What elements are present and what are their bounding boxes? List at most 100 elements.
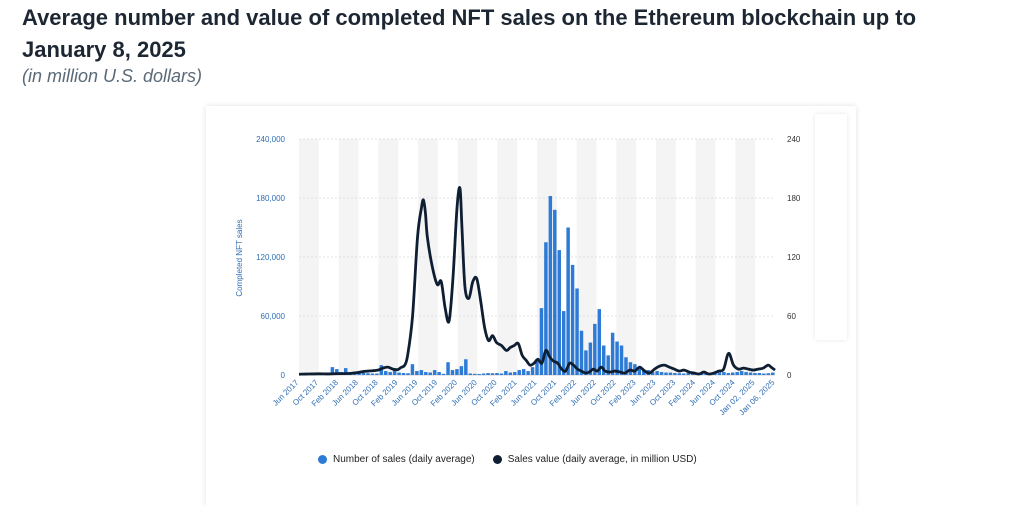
bar bbox=[735, 372, 739, 375]
chart-subtitle: (in million U.S. dollars) bbox=[22, 66, 203, 86]
bar bbox=[406, 373, 410, 375]
bar bbox=[428, 372, 432, 375]
bar bbox=[655, 371, 659, 375]
y-axis-ticks: 0 60,000 120,000 180,000 240,000 bbox=[256, 135, 285, 380]
bar bbox=[610, 332, 615, 375]
bar bbox=[388, 372, 392, 375]
legend-label-sales-value: Sales value (daily average, in million U… bbox=[507, 454, 697, 465]
legend-label-number-of-sales: Number of sales (daily average) bbox=[333, 454, 475, 465]
bar bbox=[762, 373, 766, 375]
bar bbox=[731, 372, 735, 375]
side-toolbar-strip bbox=[815, 114, 847, 340]
bar bbox=[495, 373, 499, 375]
bar bbox=[455, 369, 459, 375]
bar bbox=[464, 359, 468, 375]
bar bbox=[717, 372, 722, 375]
bar bbox=[450, 370, 455, 375]
bar bbox=[424, 372, 428, 375]
y-tick-label: 240,000 bbox=[256, 135, 285, 144]
bar bbox=[682, 373, 686, 375]
bar bbox=[686, 373, 690, 375]
bar bbox=[744, 372, 748, 375]
bar bbox=[561, 311, 566, 375]
legend-dot-line-icon bbox=[492, 455, 502, 464]
bar bbox=[361, 372, 366, 375]
y2-tick-label: 60 bbox=[787, 312, 796, 321]
bar bbox=[504, 371, 508, 375]
bar bbox=[410, 364, 415, 375]
bar bbox=[615, 341, 619, 375]
bar bbox=[526, 371, 530, 375]
bar bbox=[375, 373, 379, 375]
y2-tick-label: 180 bbox=[787, 194, 801, 203]
bar bbox=[486, 373, 490, 375]
bar bbox=[668, 372, 673, 375]
bar bbox=[490, 373, 495, 375]
bar bbox=[722, 372, 726, 375]
y2-tick-label: 120 bbox=[787, 253, 801, 262]
bar bbox=[557, 250, 561, 375]
bar bbox=[401, 373, 406, 375]
bar bbox=[548, 196, 553, 375]
bar bbox=[677, 373, 682, 375]
bar bbox=[499, 373, 504, 375]
bar bbox=[392, 370, 397, 375]
y-tick-label: 60,000 bbox=[261, 312, 286, 321]
bar bbox=[370, 373, 375, 375]
bar bbox=[357, 373, 361, 375]
bar bbox=[366, 373, 370, 375]
bar bbox=[659, 372, 664, 375]
bar bbox=[530, 367, 535, 375]
chart-title: Average number and value of completed NF… bbox=[22, 5, 917, 62]
bar bbox=[579, 330, 584, 375]
y2-axis-ticks: 0 60 120 180 240 bbox=[787, 135, 801, 380]
bar bbox=[335, 369, 339, 375]
legend-item-sales-value[interactable]: Sales value (daily average, in million U… bbox=[492, 454, 697, 465]
bar bbox=[441, 373, 446, 375]
legend-item-number-of-sales[interactable]: Number of sales (daily average) bbox=[318, 454, 475, 465]
legend-dot-bars-icon bbox=[318, 455, 327, 464]
bar bbox=[419, 370, 424, 375]
bar bbox=[606, 355, 610, 375]
bar bbox=[539, 308, 544, 375]
bar-series bbox=[299, 196, 775, 375]
bar bbox=[513, 372, 517, 375]
bar bbox=[472, 373, 477, 375]
bar bbox=[597, 309, 602, 375]
bar bbox=[664, 372, 668, 375]
bar bbox=[771, 372, 775, 375]
bar bbox=[624, 357, 628, 375]
bar bbox=[468, 373, 473, 375]
bar bbox=[521, 369, 526, 375]
bar bbox=[601, 345, 606, 375]
bar bbox=[588, 342, 593, 375]
bar bbox=[637, 367, 642, 375]
bar bbox=[459, 366, 464, 375]
bar bbox=[584, 350, 588, 375]
bar bbox=[432, 370, 437, 375]
bar bbox=[566, 227, 570, 375]
bar bbox=[517, 370, 521, 375]
bar bbox=[535, 359, 539, 375]
bar bbox=[753, 373, 757, 375]
bar bbox=[384, 371, 388, 375]
bar bbox=[673, 373, 677, 375]
bar bbox=[766, 373, 771, 375]
bar bbox=[628, 362, 633, 375]
bar bbox=[748, 372, 753, 375]
bar bbox=[739, 371, 744, 375]
bar bbox=[415, 371, 419, 375]
bar bbox=[650, 372, 655, 375]
bar bbox=[330, 367, 335, 375]
bar bbox=[481, 373, 486, 375]
bar bbox=[757, 373, 762, 375]
y-tick-label: 0 bbox=[281, 371, 286, 380]
bar bbox=[553, 209, 557, 375]
bar bbox=[726, 373, 731, 375]
y2-tick-label: 240 bbox=[787, 135, 801, 144]
bar bbox=[619, 345, 624, 375]
bar bbox=[575, 288, 579, 375]
y-axis-label: Completed NFT sales bbox=[235, 219, 244, 296]
bar bbox=[437, 372, 441, 375]
